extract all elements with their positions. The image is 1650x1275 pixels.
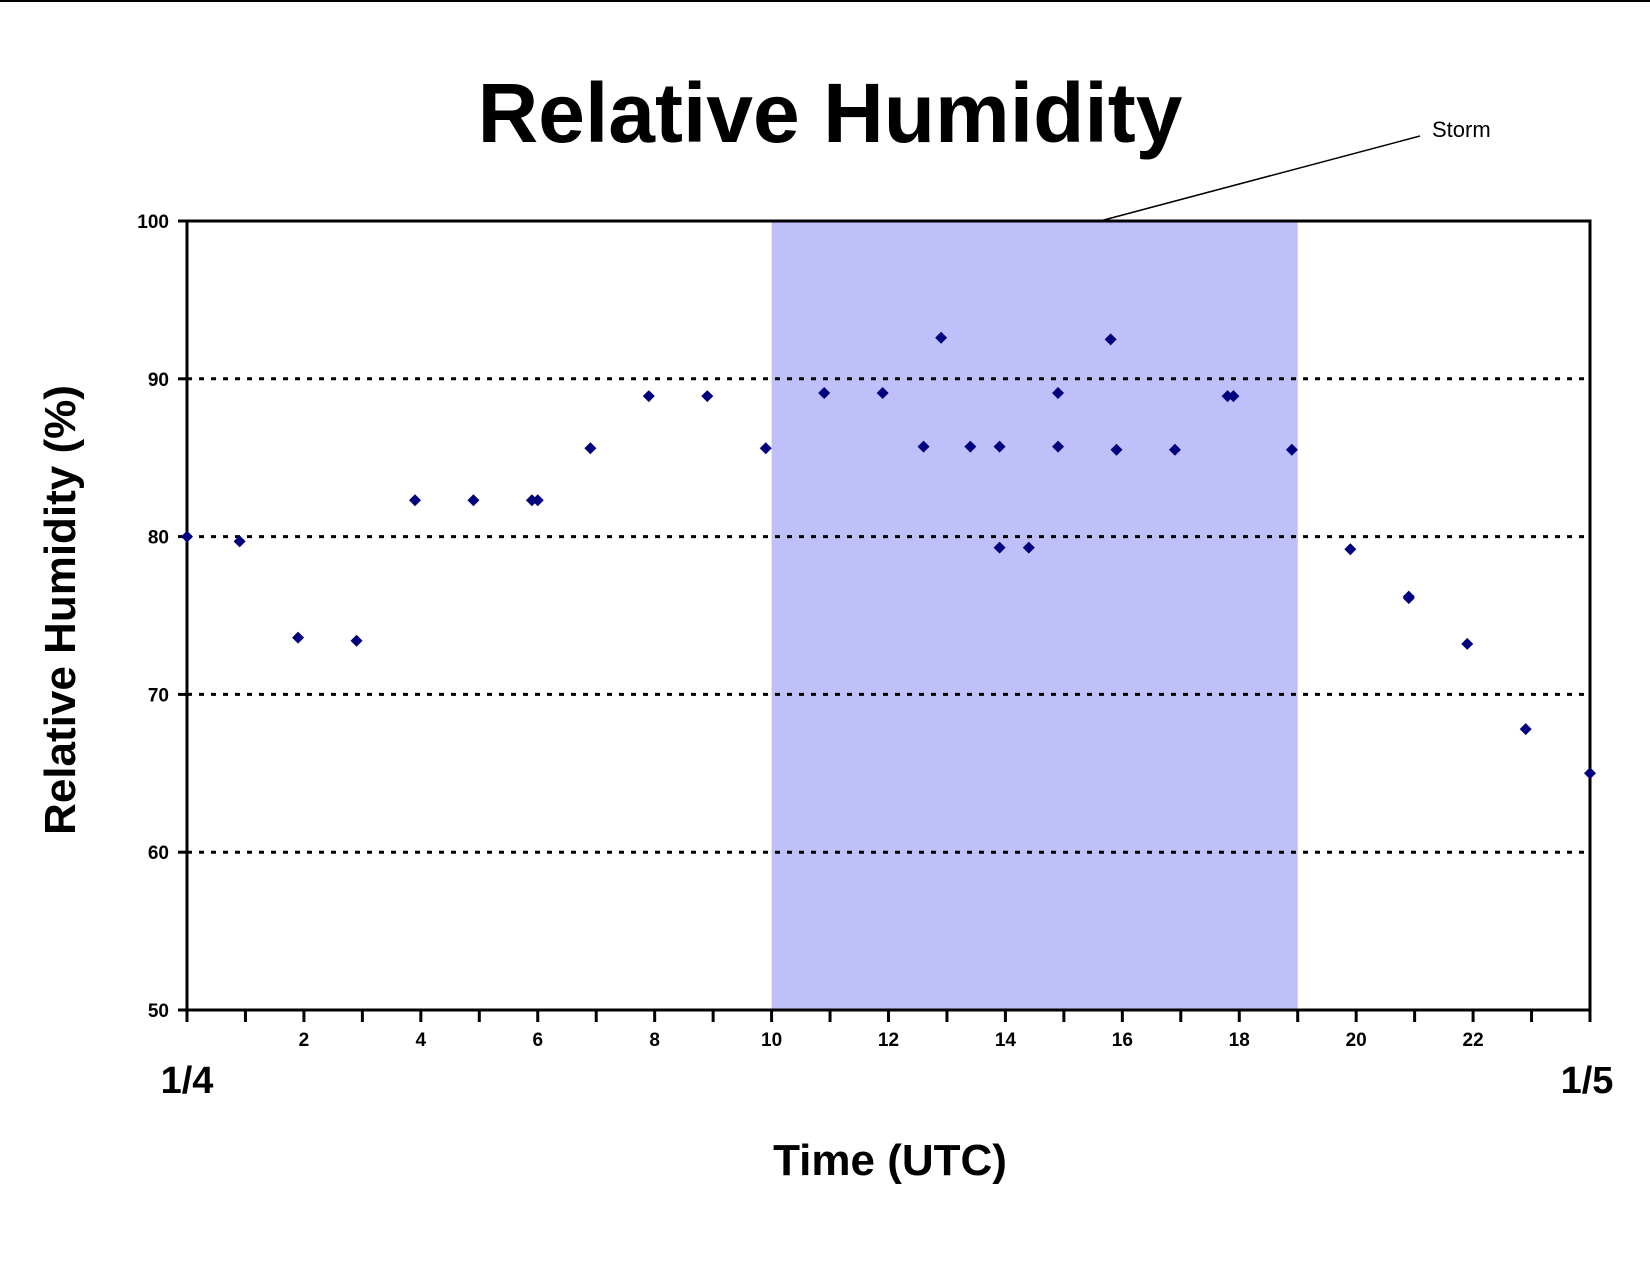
x-axis-title: Time (UTC)	[773, 1136, 1007, 1185]
data-point	[935, 331, 948, 344]
x-axis-ticks: 2 4 6 8 10 12 14 16 18 20 22	[185, 1010, 1592, 1051]
data-point	[917, 440, 930, 453]
y-axis-title: Relative Humidity (%)	[36, 385, 85, 835]
data-points	[181, 331, 1596, 780]
data-point	[964, 440, 977, 453]
x-tick-label: 6	[532, 1030, 543, 1051]
x-tick-label: 18	[1229, 1030, 1250, 1051]
y-tick-label: 70	[148, 685, 169, 706]
data-point	[1168, 443, 1181, 456]
data-point	[1022, 541, 1035, 554]
y-tick-label: 90	[148, 370, 169, 391]
x-tick-label: 16	[1112, 1030, 1133, 1051]
storm-annotation-leader-line	[1099, 135, 1421, 222]
start-date-label: 1/4	[161, 1060, 214, 1102]
data-point	[993, 440, 1006, 453]
storm-annotation-label: Storm	[1432, 117, 1491, 142]
data-point	[818, 387, 831, 400]
x-tick-label: 22	[1463, 1030, 1484, 1051]
data-point	[1227, 390, 1240, 403]
x-tick-label: 14	[995, 1030, 1017, 1051]
data-point	[181, 530, 193, 543]
y-tick-label: 50	[148, 1001, 169, 1022]
data-point	[759, 442, 772, 455]
data-point	[1344, 543, 1357, 556]
x-tick-label: 10	[761, 1030, 782, 1051]
data-point	[642, 390, 655, 403]
y-tick-label: 80	[148, 528, 169, 549]
data-point	[993, 541, 1006, 554]
end-date-label: 1/5	[1561, 1060, 1614, 1102]
data-point	[1104, 333, 1117, 346]
y-tick-label: 60	[148, 843, 169, 864]
data-point	[1519, 723, 1532, 736]
data-point	[467, 494, 480, 507]
data-point	[1285, 443, 1298, 456]
top-border-line	[0, 0, 1650, 2]
data-point	[233, 535, 246, 548]
data-point	[408, 494, 421, 507]
data-point	[1110, 443, 1123, 456]
data-point	[1052, 440, 1065, 453]
data-point	[292, 631, 305, 644]
storm-highlight-band	[771, 221, 1298, 1010]
data-point	[876, 387, 889, 400]
data-point	[1584, 767, 1596, 780]
x-tick-label: 8	[649, 1030, 660, 1051]
y-tick-label: 100	[137, 212, 169, 233]
x-tick-label: 2	[299, 1030, 310, 1051]
data-point	[1052, 387, 1065, 400]
data-point	[701, 390, 714, 403]
x-tick-label: 4	[416, 1030, 427, 1051]
y-axis-ticks: 50 60 70 80 90 100	[137, 212, 187, 1022]
data-point	[350, 634, 363, 647]
x-tick-label: 20	[1346, 1030, 1367, 1051]
chart-title: Relative Humidity	[478, 66, 1183, 160]
data-point	[1402, 592, 1415, 605]
x-tick-label: 12	[878, 1030, 899, 1051]
data-point	[584, 442, 597, 455]
data-point	[1461, 637, 1474, 650]
data-point	[531, 494, 544, 507]
